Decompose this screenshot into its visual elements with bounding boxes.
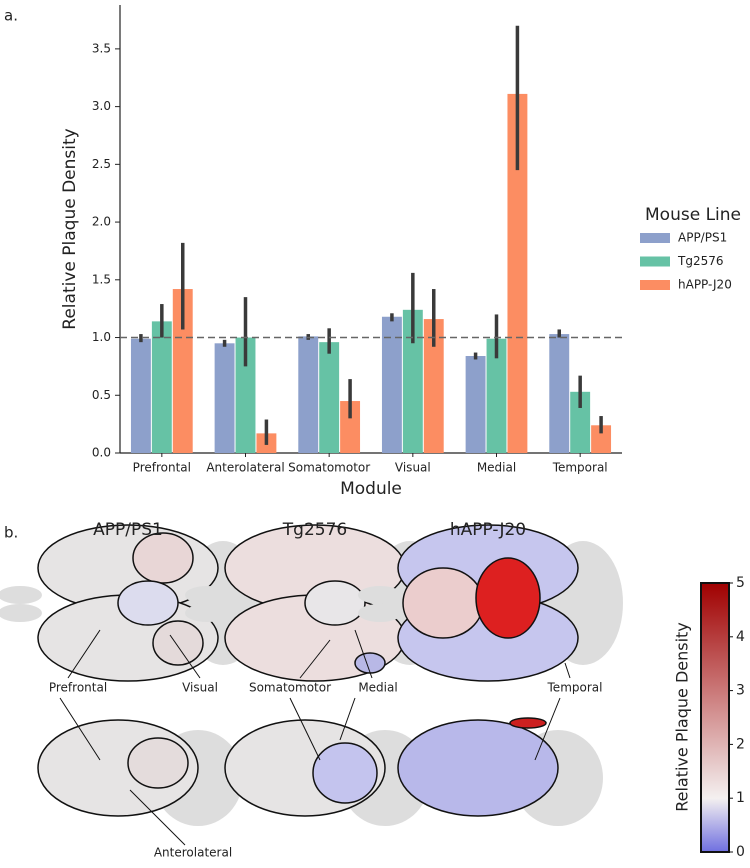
x-axis-label: Module <box>340 479 402 499</box>
region-label: Temporal <box>547 681 603 695</box>
brain-diagrams <box>0 524 623 846</box>
legend-label: APP/PS1 <box>678 231 727 245</box>
y-tick-label: 2.0 <box>92 215 111 229</box>
y-tick-label: 2.5 <box>92 157 111 171</box>
x-tick-label: Prefrontal <box>133 461 191 475</box>
panel-title: APP/PS1 <box>93 520 163 540</box>
y-tick-label: 1.0 <box>92 330 111 344</box>
colorbar-tick-label: 3 <box>736 683 745 699</box>
colorbar <box>700 582 730 853</box>
x-tick-label: Anterolateral <box>206 461 284 475</box>
bar <box>172 289 193 453</box>
colorbar-tick-label: 0 <box>736 844 745 860</box>
panel-label: b. <box>4 524 18 542</box>
y-tick-label: 3.0 <box>92 99 111 113</box>
legend-title: Mouse Line <box>645 205 741 225</box>
x-tick-label: Visual <box>395 461 431 475</box>
bar <box>591 425 612 453</box>
y-tick-label: 0.0 <box>92 446 111 460</box>
x-tick-label: Somatomotor <box>288 461 370 475</box>
colorbar-tick-label: 1 <box>736 790 745 806</box>
panel-label: a. <box>4 7 18 25</box>
region-label: Medial <box>358 681 397 695</box>
colorbar-tick-label: 5 <box>736 575 745 591</box>
bar <box>549 334 570 453</box>
bar <box>507 93 528 453</box>
colorbar-tick-label: 4 <box>736 629 745 645</box>
bar <box>402 309 423 453</box>
colorbar-label: Relative Plaque Density <box>673 622 692 812</box>
legend-label: hAPP-J20 <box>678 278 732 292</box>
x-tick-label: Medial <box>477 461 516 475</box>
region-label: Prefrontal <box>49 681 107 695</box>
legend-swatch <box>640 233 670 243</box>
brain-top <box>358 524 623 682</box>
bar <box>423 319 444 453</box>
region-label: Somatomotor <box>249 681 331 695</box>
legend-swatch <box>640 280 670 290</box>
bar <box>235 337 256 453</box>
panel-title: hAPP-J20 <box>450 520 526 540</box>
bar <box>214 343 235 453</box>
brain-top <box>0 524 263 682</box>
bar <box>381 316 402 453</box>
bar <box>340 401 361 453</box>
y-tick-label: 1.5 <box>92 272 111 286</box>
bar <box>570 391 591 453</box>
brain-side <box>224 719 430 826</box>
bar <box>486 338 507 453</box>
annotation-lines <box>59 629 571 846</box>
x-tick-label: Temporal <box>552 461 608 475</box>
bar <box>151 321 172 453</box>
legend-label: Tg2576 <box>677 254 724 268</box>
region-label: Anterolateral <box>154 846 232 860</box>
colorbar-tick-label: 2 <box>736 736 745 752</box>
bar <box>319 342 340 453</box>
brain-side <box>397 717 603 826</box>
bar <box>465 356 486 453</box>
y-tick-label: 0.5 <box>92 388 111 402</box>
brain-side <box>37 719 243 826</box>
y-tick-label: 3.5 <box>92 41 111 55</box>
panel-title: Tg2576 <box>282 520 347 540</box>
bar <box>130 338 151 453</box>
region-label: Visual <box>182 681 218 695</box>
bar <box>298 336 319 453</box>
y-axis-label: Relative Plaque Density <box>60 128 80 329</box>
legend-swatch <box>640 256 670 267</box>
